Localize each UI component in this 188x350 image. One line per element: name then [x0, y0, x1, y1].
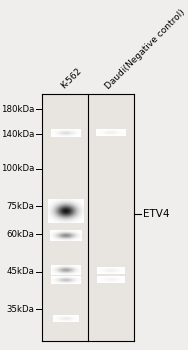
Text: K-562: K-562 [59, 66, 83, 91]
Text: 60kDa: 60kDa [6, 230, 34, 239]
Text: 75kDa: 75kDa [6, 202, 34, 211]
Text: 35kDa: 35kDa [6, 305, 34, 314]
Text: 140kDa: 140kDa [1, 130, 34, 139]
FancyBboxPatch shape [42, 94, 134, 341]
Text: 45kDa: 45kDa [6, 267, 34, 276]
Text: 100kDa: 100kDa [1, 164, 34, 173]
Text: ETV4: ETV4 [143, 209, 169, 219]
Text: Daudi(Negative control): Daudi(Negative control) [104, 7, 187, 91]
Text: 180kDa: 180kDa [1, 105, 34, 114]
